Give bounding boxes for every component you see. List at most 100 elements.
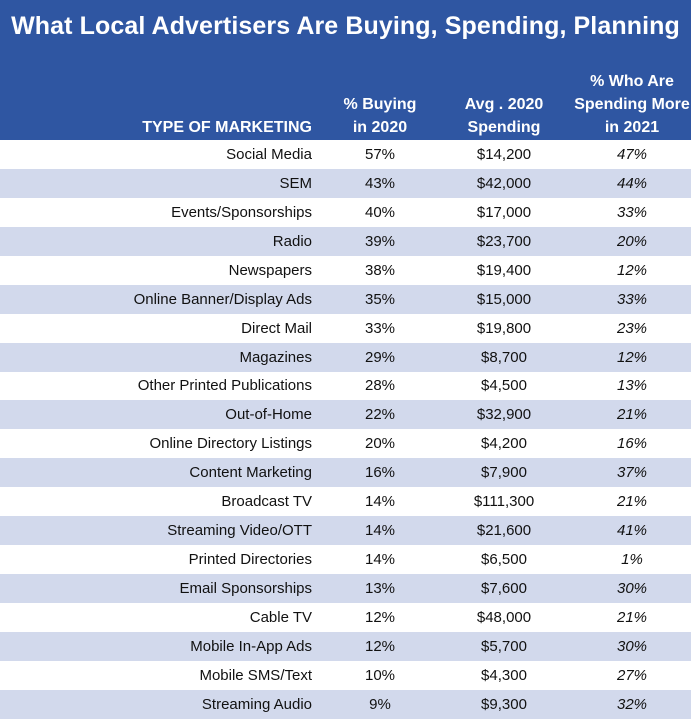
- cell-type-of-marketing: Streaming Video/OTT: [167, 522, 312, 540]
- cell-percent-buying: 14%: [364, 551, 396, 569]
- cell-type-of-marketing: Online Directory Listings: [149, 435, 312, 453]
- cell-percent-spending-more: 30%: [616, 580, 648, 598]
- cell-percent-buying: 40%: [364, 203, 396, 221]
- table-header: What Local Advertisers Are Buying, Spend…: [0, 0, 691, 140]
- table-row: Out-of-Home 22% $32,900 21%: [0, 400, 691, 430]
- cell-percent-buying: 12%: [364, 608, 396, 626]
- cell-percent-spending-more: 37%: [616, 464, 648, 482]
- cell-percent-spending-more: 27%: [616, 666, 648, 684]
- cell-percent-buying: 33%: [364, 319, 396, 337]
- cell-type-of-marketing: Out-of-Home: [225, 406, 312, 424]
- cell-percent-spending-more: 41%: [616, 522, 648, 540]
- column-header-buying-line: % Buying: [343, 96, 417, 113]
- cell-percent-spending-more: 12%: [616, 348, 648, 366]
- cell-percent-buying: 57%: [364, 145, 396, 163]
- cell-avg-spending: $21,600: [476, 522, 532, 540]
- cell-type-of-marketing: Direct Mail: [241, 319, 312, 337]
- cell-percent-buying: 20%: [364, 435, 396, 453]
- cell-percent-buying: 43%: [364, 174, 396, 192]
- cell-avg-spending: $42,000: [476, 174, 532, 192]
- cell-percent-buying: 22%: [364, 406, 396, 424]
- cell-avg-spending: $4,500: [481, 377, 527, 395]
- cell-avg-spending: $7,600: [481, 580, 527, 598]
- cell-avg-spending: $5,700: [481, 637, 527, 655]
- cell-percent-buying: 16%: [364, 464, 396, 482]
- cell-type-of-marketing: Email Sponsorships: [179, 580, 312, 598]
- table-row: Streaming Video/OTT 14% $21,600 41%: [0, 516, 691, 546]
- column-header-more-line: Spending More: [574, 96, 690, 113]
- column-header-type: TYPE OF MARKETING: [0, 116, 312, 139]
- cell-percent-spending-more: 12%: [616, 261, 648, 279]
- cell-percent-buying: 29%: [364, 348, 396, 366]
- cell-type-of-marketing: Other Printed Publications: [137, 377, 312, 395]
- cell-type-of-marketing: SEM: [279, 174, 312, 192]
- table-body: Social Media 57% $14,200 47% SEM 43% $42,000 44…: [0, 140, 691, 719]
- table-row: Newspapers 38% $19,400 12%: [0, 255, 691, 285]
- table-row: Radio 39% $23,700 20%: [0, 226, 691, 256]
- cell-type-of-marketing: Broadcast TV: [221, 493, 312, 511]
- cell-avg-spending: $19,800: [476, 319, 532, 337]
- cell-percent-buying: 38%: [364, 261, 396, 279]
- column-header-avg: Avg . 2020 Spending: [455, 93, 553, 139]
- cell-type-of-marketing: Online Banner/Display Ads: [133, 290, 312, 308]
- table-row: Mobile In-App Ads 12% $5,700 30%: [0, 631, 691, 661]
- cell-percent-spending-more: 44%: [616, 174, 648, 192]
- cell-type-of-marketing: Content Marketing: [189, 464, 312, 482]
- table-row: Content Marketing 16% $7,900 37%: [0, 458, 691, 488]
- cell-percent-buying: 14%: [364, 493, 396, 511]
- cell-type-of-marketing: Mobile SMS/Text: [199, 666, 312, 684]
- table-row: Printed Directories 14% $6,500 1%: [0, 545, 691, 575]
- table-row: SEM 43% $42,000 44%: [0, 168, 691, 198]
- table-row: Online Banner/Display Ads 35% $15,000 33%: [0, 284, 691, 314]
- table-row: Social Media 57% $14,200 47%: [0, 140, 691, 169]
- cell-avg-spending: $7,900: [481, 464, 527, 482]
- cell-percent-spending-more: 20%: [616, 232, 648, 250]
- column-header-type-label: TYPE OF MARKETING: [142, 119, 312, 136]
- cell-percent-spending-more: 23%: [616, 319, 648, 337]
- cell-avg-spending: $4,200: [481, 435, 527, 453]
- table-row: Magazines 29% $8,700 12%: [0, 342, 691, 372]
- cell-avg-spending: $23,700: [476, 232, 532, 250]
- cell-avg-spending: $6,500: [481, 551, 527, 569]
- column-header-avg-line: Avg . 2020: [464, 96, 544, 113]
- cell-type-of-marketing: Events/Sponsorships: [171, 203, 312, 221]
- cell-avg-spending: $8,700: [481, 348, 527, 366]
- table-row: Mobile SMS/Text 10% $4,300 27%: [0, 660, 691, 690]
- cell-percent-buying: 12%: [364, 637, 396, 655]
- cell-percent-buying: 28%: [364, 377, 396, 395]
- cell-percent-buying: 10%: [364, 666, 396, 684]
- cell-percent-spending-more: 21%: [616, 493, 648, 511]
- cell-avg-spending: $32,900: [476, 406, 532, 424]
- cell-type-of-marketing: Mobile In-App Ads: [190, 637, 312, 655]
- table-row: Email Sponsorships 13% $7,600 30%: [0, 574, 691, 603]
- cell-percent-spending-more: 21%: [616, 406, 648, 424]
- cell-percent-spending-more: 47%: [616, 145, 648, 163]
- cell-percent-spending-more: 30%: [616, 637, 648, 655]
- column-header-buying-line: in 2020: [352, 119, 408, 136]
- cell-avg-spending: $9,300: [481, 695, 527, 713]
- table-row: Other Printed Publications 28% $4,500 13%: [0, 371, 691, 401]
- cell-type-of-marketing: Streaming Audio: [201, 695, 312, 713]
- cell-percent-spending-more: 33%: [616, 290, 648, 308]
- cell-type-of-marketing: Newspapers: [228, 261, 312, 279]
- cell-percent-buying: 9%: [369, 695, 391, 713]
- cell-type-of-marketing: Radio: [272, 232, 312, 250]
- cell-avg-spending: $4,300: [481, 666, 527, 684]
- cell-percent-spending-more: 33%: [616, 203, 648, 221]
- cell-type-of-marketing: Magazines: [239, 348, 312, 366]
- cell-percent-spending-more: 21%: [616, 608, 648, 626]
- cell-percent-spending-more: 13%: [616, 377, 648, 395]
- table-row: Cable TV 12% $48,000 21%: [0, 603, 691, 632]
- page-title: What Local Advertisers Are Buying, Spend…: [11, 12, 680, 40]
- column-header-more: % Who Are Spending More in 2021: [569, 70, 691, 139]
- column-header-more-line: in 2021: [604, 119, 660, 136]
- cell-type-of-marketing: Cable TV: [249, 608, 312, 626]
- cell-avg-spending: $48,000: [476, 608, 532, 626]
- column-header-buying: % Buying in 2020: [335, 93, 425, 139]
- cell-percent-spending-more: 32%: [616, 695, 648, 713]
- cell-percent-buying: 14%: [364, 522, 396, 540]
- cell-avg-spending: $111,300: [473, 493, 535, 511]
- cell-avg-spending: $14,200: [476, 145, 532, 163]
- table-row: Online Directory Listings 20% $4,200 16%: [0, 429, 691, 459]
- cell-percent-buying: 13%: [364, 580, 396, 598]
